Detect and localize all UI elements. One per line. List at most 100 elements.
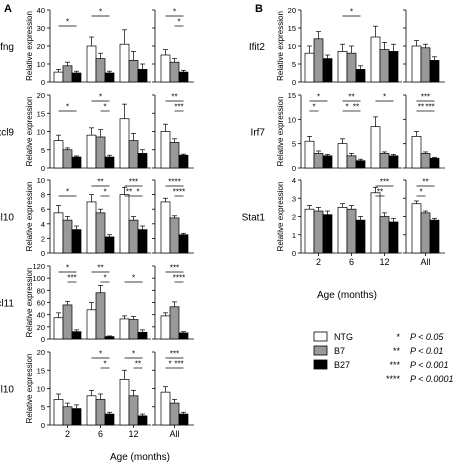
- bar-b27: [429, 219, 440, 254]
- significance-stars: *: [317, 93, 320, 102]
- y-tick-label: 0: [41, 164, 45, 173]
- bar-b7: [313, 210, 324, 254]
- bar-b27: [104, 156, 115, 169]
- bar-b27: [355, 69, 366, 83]
- y-tick-label: 10: [288, 42, 296, 51]
- y-tick-label: 0: [292, 164, 296, 173]
- legend-swatch-b7: [313, 345, 328, 356]
- significance-stars-2: **: [393, 346, 401, 356]
- significance-stars: **: [97, 264, 103, 273]
- y-tick-label: 5: [292, 140, 296, 149]
- y-tick-label: 0: [41, 335, 45, 344]
- bar-ntg: [160, 54, 171, 83]
- bar-b27: [137, 415, 148, 426]
- bar-b27: [71, 156, 82, 169]
- bar-b7: [313, 38, 324, 83]
- bar-b7: [62, 304, 73, 340]
- significance-text-3: P < 0.001: [410, 360, 448, 370]
- y-tick-label: 3: [292, 194, 296, 203]
- x-tick-label: 12: [379, 257, 389, 267]
- significance-stars: *: [99, 8, 102, 17]
- y-tick-label: 0: [292, 249, 296, 258]
- bar-b7: [62, 65, 73, 83]
- bar-ntg: [53, 399, 64, 426]
- significance-stars: **: [135, 360, 141, 369]
- y-tick-label: 0: [41, 249, 45, 258]
- bar-b27: [388, 221, 399, 254]
- bar-b7: [95, 399, 106, 426]
- x-tick-label: 12: [128, 429, 138, 439]
- legend: NTG B7 B27 * P < 0.05 ** P < 0.01 *** P …: [313, 331, 453, 384]
- bar-b27: [178, 332, 189, 340]
- bar-ntg: [370, 36, 381, 83]
- y-tick-label: 10: [37, 128, 45, 137]
- bar-ntg: [370, 126, 381, 169]
- y-axis-label: Relative expression: [276, 97, 285, 167]
- bar-b7: [346, 52, 357, 83]
- bar-b27: [137, 69, 148, 83]
- bar-ntg: [119, 43, 130, 83]
- x-tick-label: 6: [98, 429, 103, 439]
- y-tick-label: 1: [292, 231, 296, 240]
- significance-stars: *: [177, 18, 180, 27]
- y-tick-label: 5: [41, 146, 45, 155]
- significance-stars: **: [171, 93, 177, 102]
- bar-b27: [104, 413, 115, 426]
- significance-stars: **: [348, 93, 354, 102]
- bar-b27: [322, 155, 333, 169]
- bar-ntg: [86, 309, 97, 340]
- y-tick-label: 120: [32, 262, 45, 271]
- bar-b7: [420, 47, 431, 83]
- y-tick-label: 5: [41, 403, 45, 412]
- y-tick-label: 4: [41, 220, 45, 229]
- significance-stars: *: [419, 188, 422, 197]
- bar-ntg: [53, 71, 64, 83]
- bar-b7: [128, 60, 139, 83]
- bar-b27: [137, 153, 148, 169]
- bar-b27: [355, 219, 366, 254]
- bar-b27: [355, 160, 366, 169]
- significance-stars: *: [132, 350, 135, 359]
- bar-ntg: [411, 136, 422, 169]
- bar-ntg: [119, 118, 130, 169]
- significance-stars: *: [132, 274, 135, 283]
- bar-b27: [178, 413, 189, 426]
- significance-stars: **: [377, 188, 383, 197]
- bar-b27: [178, 234, 189, 254]
- y-tick-label: 15: [288, 24, 296, 33]
- significance-stars: ***: [67, 274, 76, 283]
- bar-b27: [104, 236, 115, 254]
- bar-b7: [62, 149, 73, 169]
- y-tick-label: 20: [37, 42, 45, 51]
- gene-label: Cxcl9: [0, 128, 14, 139]
- bar-b7: [95, 212, 106, 254]
- significance-stars: *: [103, 360, 106, 369]
- bar-b7: [128, 395, 139, 426]
- significance-stars: ***: [425, 103, 434, 112]
- bar-b7: [62, 406, 73, 426]
- y-tick-label: 20: [37, 91, 45, 100]
- significance-stars: **: [126, 188, 132, 197]
- bar-b7: [420, 153, 431, 169]
- legend-label-b27: B27: [334, 360, 350, 370]
- bar-ntg: [86, 134, 97, 169]
- bar-ntg: [160, 391, 171, 426]
- significance-stars: *: [66, 18, 69, 27]
- y-tick-label: 4: [292, 176, 296, 185]
- significance-stars: ***: [170, 264, 179, 273]
- bar-ntg: [304, 208, 315, 254]
- significance-stars: *: [312, 103, 315, 112]
- significance-text-1: P < 0.05: [410, 332, 444, 342]
- significance-stars: ***: [421, 93, 430, 102]
- y-tick-label: 10: [288, 115, 296, 124]
- bar-ntg: [160, 315, 171, 340]
- bar-ntg: [160, 131, 171, 169]
- y-tick-label: 60: [37, 299, 45, 308]
- y-tick-label: 0: [41, 78, 45, 87]
- significance-stars-3: ***: [389, 360, 400, 370]
- bar-b27: [137, 331, 148, 340]
